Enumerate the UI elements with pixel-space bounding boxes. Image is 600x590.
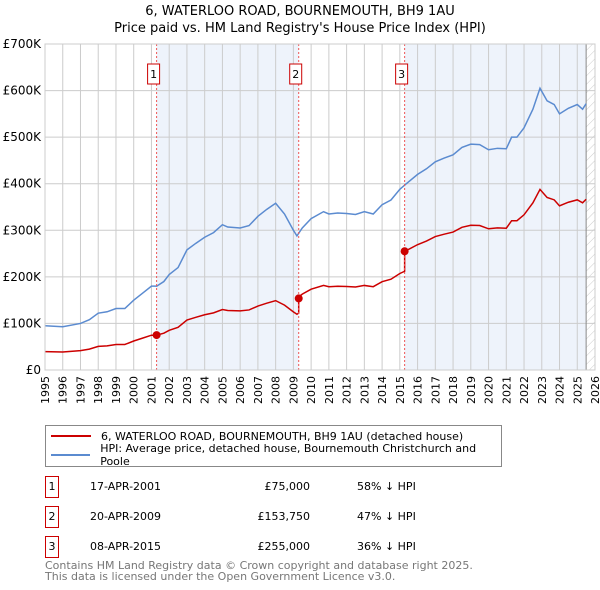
chart-title: 6, WATERLOO ROAD, BOURNEMOUTH, BH9 1AU bbox=[145, 4, 455, 19]
x-tick-label: 2004 bbox=[199, 376, 212, 404]
x-tick-label: 2019 bbox=[465, 376, 478, 404]
x-tick-label: 2012 bbox=[341, 376, 354, 404]
sale-marker-box: 1 bbox=[45, 476, 59, 498]
x-tick-label: 2015 bbox=[394, 376, 407, 404]
sale-marker-box: 2 bbox=[45, 506, 59, 528]
footer: Contains HM Land Registry data © Crown c… bbox=[45, 560, 473, 582]
x-tick-label: 2020 bbox=[483, 376, 496, 404]
sale-row: 2 20-APR-2009 £153,750 47% ↓ HPI bbox=[45, 506, 465, 528]
chart-subtitle: Price paid vs. HM Land Registry's House … bbox=[114, 21, 486, 36]
x-tick-label: 2002 bbox=[163, 376, 176, 404]
x-tick-label: 2005 bbox=[216, 376, 229, 404]
y-tick-label: £700K bbox=[3, 37, 43, 51]
x-tick-label: 1996 bbox=[57, 376, 70, 404]
x-tick-label: 1999 bbox=[110, 376, 123, 404]
y-tick-label: £100K bbox=[3, 316, 43, 330]
x-tick-label: 2001 bbox=[145, 376, 158, 404]
hpi-legend-label: HPI: Average price, detached house, Bour… bbox=[100, 442, 477, 468]
shaded-period bbox=[404, 44, 587, 370]
sale-label-box bbox=[147, 63, 161, 85]
sale-hpi-diff: 36% ↓ HPI bbox=[357, 540, 416, 553]
sale-price: £255,000 bbox=[257, 540, 311, 553]
sale-row: 1 17-APR-2001 £75,000 58% ↓ HPI bbox=[45, 476, 465, 498]
x-tick-label: 2013 bbox=[358, 376, 371, 404]
sale-row: 3 08-APR-2015 £255,000 36% ↓ HPI bbox=[45, 536, 465, 558]
x-tick-label: 2022 bbox=[518, 376, 531, 404]
x-tick-label: 2024 bbox=[554, 376, 567, 404]
y-tick-label: £200K bbox=[3, 270, 43, 284]
sale-price: £75,000 bbox=[264, 480, 311, 493]
sale-label-box bbox=[395, 63, 409, 85]
footer-licence: This data is licensed under the Open Gov… bbox=[45, 570, 396, 583]
x-tick-label: 2016 bbox=[412, 376, 425, 404]
sale-date: 20-APR-2009 bbox=[90, 510, 162, 523]
sale-hpi-diff: 58% ↓ HPI bbox=[357, 480, 416, 493]
legend: 6, WATERLOO ROAD, BOURNEMOUTH, BH9 1AU (… bbox=[45, 425, 502, 468]
x-tick-label: 1995 bbox=[39, 376, 52, 404]
x-tick-label: 2006 bbox=[234, 376, 247, 404]
x-tick-label: 2011 bbox=[323, 376, 336, 404]
sale-point bbox=[400, 247, 409, 256]
sale-date: 08-APR-2015 bbox=[90, 540, 162, 553]
x-tick-label: 2010 bbox=[305, 376, 318, 404]
y-tick-label: £400K bbox=[3, 177, 43, 191]
x-tick-label: 2000 bbox=[128, 376, 141, 404]
x-tick-label: 2018 bbox=[447, 376, 460, 404]
x-tick-label: 2014 bbox=[376, 376, 389, 404]
hpi-line bbox=[44, 86, 587, 328]
x-tick-label: 2007 bbox=[252, 376, 265, 404]
x-tick-label: 2025 bbox=[571, 376, 584, 404]
sale-label-box bbox=[289, 63, 303, 85]
shaded-period bbox=[156, 44, 299, 370]
y-tick-label: £600K bbox=[3, 84, 43, 98]
x-tick-label: 1998 bbox=[92, 376, 105, 404]
x-tick-label: 2009 bbox=[287, 376, 300, 404]
price-chart: 1995 1996 1997 1998 1999 2000 2001 2002 2003 2004… bbox=[3, 37, 600, 404]
y-tick-label: £300K bbox=[3, 223, 43, 237]
y-tick-label: £0 bbox=[26, 363, 41, 377]
sale-point bbox=[294, 294, 303, 303]
footer-copyright: Contains HM Land Registry data © Crown c… bbox=[45, 559, 473, 572]
y-tick-label: £500K bbox=[3, 130, 43, 144]
x-tick-label: 2003 bbox=[181, 376, 194, 404]
plot-frame bbox=[44, 43, 596, 371]
hpi-legend-swatch bbox=[51, 454, 91, 456]
sale-label: 2 bbox=[292, 68, 299, 81]
x-tick-label: 2021 bbox=[500, 376, 513, 404]
property-legend-swatch bbox=[51, 435, 91, 437]
sale-marker-box: 3 bbox=[45, 536, 59, 558]
x-tick-label: 2017 bbox=[429, 376, 442, 404]
sale-price: £153,750 bbox=[257, 510, 311, 523]
x-tick-label: 2008 bbox=[270, 376, 283, 404]
sale-date: 17-APR-2001 bbox=[90, 480, 162, 493]
x-tick-label: 2023 bbox=[536, 376, 549, 404]
x-tick-label: 2026 bbox=[589, 376, 600, 404]
sale-label: 1 bbox=[150, 68, 157, 81]
sale-label: 3 bbox=[398, 68, 405, 81]
future-hatch bbox=[586, 44, 595, 370]
sale-hpi-diff: 47% ↓ HPI bbox=[357, 510, 416, 523]
sale-point bbox=[152, 331, 161, 340]
property-legend-label: 6, WATERLOO ROAD, BOURNEMOUTH, BH9 1AU (… bbox=[101, 429, 464, 443]
x-tick-label: 1997 bbox=[74, 376, 87, 404]
